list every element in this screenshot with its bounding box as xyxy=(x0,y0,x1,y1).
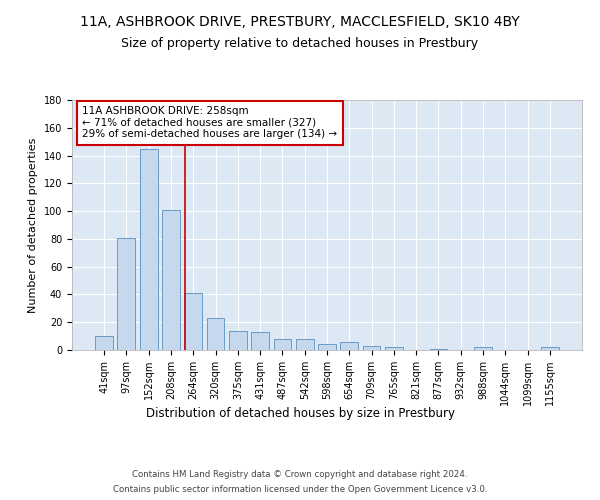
Bar xyxy=(340,342,358,350)
Bar xyxy=(140,148,158,350)
Text: Size of property relative to detached houses in Prestbury: Size of property relative to detached ho… xyxy=(121,38,479,51)
Bar xyxy=(251,332,269,350)
Text: Contains public sector information licensed under the Open Government Licence v3: Contains public sector information licen… xyxy=(113,485,487,494)
Bar xyxy=(474,347,492,350)
Bar xyxy=(229,330,247,350)
Bar xyxy=(274,339,292,350)
Text: Contains HM Land Registry data © Crown copyright and database right 2024.: Contains HM Land Registry data © Crown c… xyxy=(132,470,468,479)
Y-axis label: Number of detached properties: Number of detached properties xyxy=(28,138,38,312)
Bar xyxy=(184,293,202,350)
Bar xyxy=(541,347,559,350)
Bar xyxy=(296,339,314,350)
Text: 11A ASHBROOK DRIVE: 258sqm
← 71% of detached houses are smaller (327)
29% of sem: 11A ASHBROOK DRIVE: 258sqm ← 71% of deta… xyxy=(82,106,337,140)
Bar xyxy=(162,210,180,350)
Bar xyxy=(118,238,136,350)
Bar xyxy=(362,346,380,350)
Bar xyxy=(430,348,448,350)
Bar xyxy=(385,347,403,350)
Bar xyxy=(95,336,113,350)
Bar xyxy=(206,318,224,350)
Bar xyxy=(318,344,336,350)
Text: 11A, ASHBROOK DRIVE, PRESTBURY, MACCLESFIELD, SK10 4BY: 11A, ASHBROOK DRIVE, PRESTBURY, MACCLESF… xyxy=(80,15,520,29)
Text: Distribution of detached houses by size in Prestbury: Distribution of detached houses by size … xyxy=(146,408,455,420)
